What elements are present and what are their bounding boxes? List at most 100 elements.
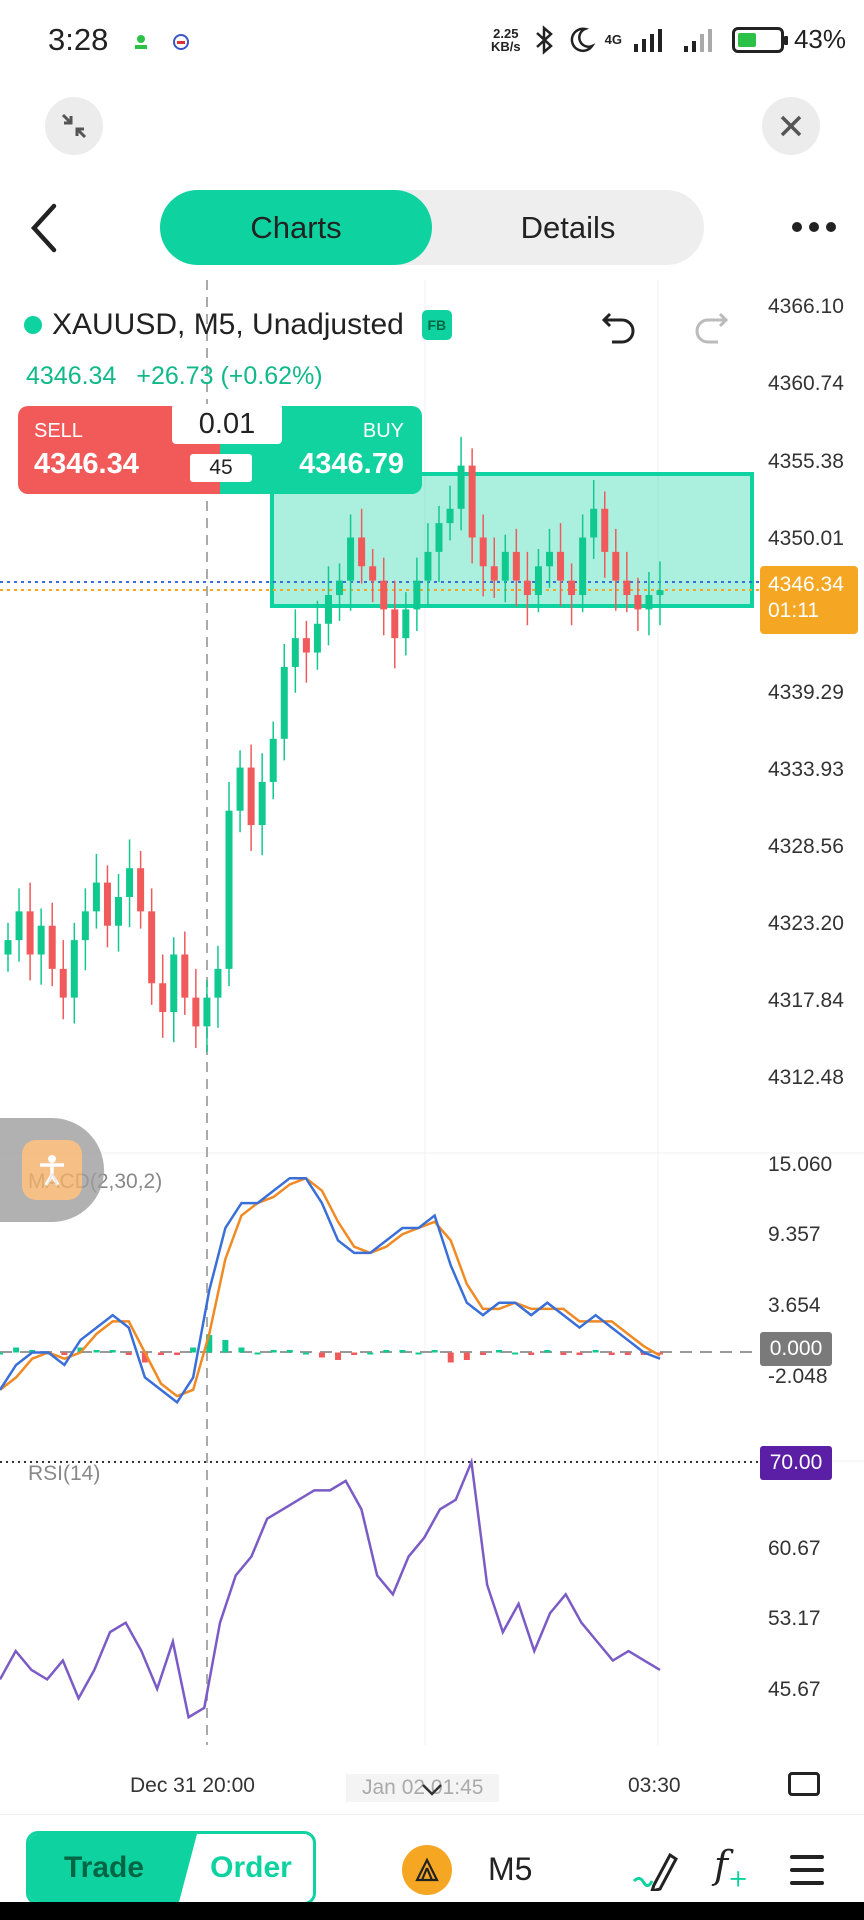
- more-dots-icon[interactable]: [792, 212, 838, 242]
- candle-body: [435, 523, 443, 552]
- fb-badge: FB: [421, 310, 452, 340]
- macd-histogram-bar: [61, 1352, 68, 1356]
- fx-icon[interactable]: f+: [714, 1843, 749, 1893]
- time-axis-label-left: Dec 31 20:00: [130, 1774, 255, 1797]
- macd-histogram-bar: [367, 1352, 374, 1355]
- chart-tabs: Charts Details: [160, 190, 704, 265]
- accessibility-button[interactable]: [0, 1118, 104, 1222]
- chevron-down-icon[interactable]: [420, 1782, 444, 1798]
- candle-body: [103, 882, 111, 926]
- price-chart[interactable]: [0, 280, 864, 1800]
- candle-body: [634, 595, 642, 610]
- candle-body: [656, 590, 664, 596]
- candle-body: [358, 537, 366, 567]
- trade-order-toggle: Trade Order: [26, 1831, 316, 1905]
- candle-body: [225, 810, 233, 969]
- accessibility-icon: [40, 1155, 64, 1186]
- menu-icon[interactable]: [790, 1855, 824, 1885]
- macd-histogram-bar: [174, 1352, 181, 1356]
- price-axis-label: 4317.84: [768, 989, 844, 1012]
- candle-body: [59, 968, 67, 998]
- macd-histogram-bar: [77, 1347, 84, 1353]
- current-price-tag: 4346.34 01:11: [760, 566, 858, 634]
- macd-histogram-bar: [157, 1352, 164, 1356]
- close-button[interactable]: [762, 97, 820, 155]
- macd-histogram-bar: [657, 1352, 663, 1355]
- candle-body: [92, 882, 100, 912]
- order-button[interactable]: Order: [210, 1851, 292, 1884]
- signal-icon: [633, 28, 662, 52]
- lot-size-input[interactable]: 0.01: [172, 404, 282, 444]
- sell-label: SELL: [34, 420, 83, 442]
- candle-body: [181, 954, 189, 998]
- candle-body: [26, 911, 34, 955]
- collapse-button[interactable]: [45, 97, 103, 155]
- candle-body: [15, 911, 23, 941]
- candle-body: [37, 925, 45, 955]
- macd-histogram-bar: [560, 1352, 567, 1356]
- macd-histogram-bar: [592, 1350, 599, 1353]
- candle-body: [313, 623, 321, 653]
- tab-charts[interactable]: Charts: [160, 190, 432, 265]
- macd-histogram-bar: [512, 1352, 519, 1355]
- candle-body: [490, 566, 498, 581]
- notification-icon: [135, 35, 147, 49]
- timeframe-selector[interactable]: M5: [488, 1851, 533, 1887]
- macd-histogram-bar: [463, 1352, 470, 1361]
- macd-histogram-bar: [93, 1350, 100, 1353]
- rsi-level-tag: 70.00: [760, 1446, 832, 1480]
- candle-body: [612, 551, 620, 581]
- candle-body: [457, 465, 465, 509]
- candle-body: [579, 537, 587, 596]
- time-axis-label-right: 03:30: [628, 1774, 681, 1797]
- broker-icon[interactable]: [402, 1845, 452, 1895]
- battery-percent: 43%: [793, 24, 846, 54]
- macd-histogram-bar: [496, 1350, 503, 1353]
- macd-histogram-bar: [141, 1352, 148, 1363]
- symbol-row[interactable]: XAUUSD, M5, Unadjusted FB: [24, 308, 452, 342]
- candle-body: [336, 580, 344, 596]
- symbol-title: XAUUSD, M5, Unadjusted: [52, 308, 404, 341]
- candle-body: [126, 868, 134, 897]
- back-arrow-icon[interactable]: [26, 200, 66, 256]
- macd-histogram-bar: [431, 1350, 438, 1353]
- moon-icon: [570, 27, 595, 52]
- candle-body: [302, 638, 310, 653]
- candle-body: [424, 551, 432, 581]
- buy-price: 4346.79: [299, 448, 404, 480]
- candle-body: [269, 738, 277, 782]
- price-axis-label: 4350.01: [768, 527, 844, 550]
- tab-details[interactable]: Details: [520, 209, 616, 245]
- macd-histogram-bar: [238, 1347, 245, 1353]
- trade-button[interactable]: Trade: [29, 1834, 197, 1902]
- price-axis-label: 4333.93: [768, 758, 844, 781]
- collapse-icon: [61, 113, 87, 139]
- redo-icon[interactable]: [690, 306, 730, 346]
- macd-histogram-bar: [206, 1335, 213, 1353]
- draw-icon[interactable]: [630, 1847, 678, 1891]
- rsi-label[interactable]: RSI(14): [28, 1462, 101, 1485]
- candle-body: [534, 566, 542, 596]
- status-bar: 3:28 2.25 KB/s 4G 43%: [0, 0, 864, 86]
- candle-body: [568, 580, 576, 596]
- rsi-axis-label: 60.67: [768, 1537, 821, 1560]
- candle-body: [369, 566, 377, 581]
- macd-zero-tag: 0.000: [760, 1332, 832, 1366]
- candle-body: [280, 666, 288, 739]
- candle-body: [645, 595, 653, 610]
- macd-signal-line: [0, 1176, 661, 1398]
- fullscreen-icon[interactable]: [788, 1772, 820, 1796]
- candle-body: [291, 638, 299, 667]
- macd-histogram-bar: [528, 1352, 535, 1356]
- candle-body: [512, 551, 520, 581]
- candle-body: [192, 997, 200, 1027]
- candle-body: [170, 954, 178, 1013]
- candle-body: [137, 868, 145, 912]
- macd-histogram-bar: [109, 1350, 116, 1353]
- bluetooth-icon: [535, 24, 553, 55]
- macd-histogram-bar: [13, 1347, 20, 1353]
- undo-icon[interactable]: [600, 306, 640, 346]
- candle-body: [523, 580, 531, 596]
- macd-histogram-bar: [254, 1352, 261, 1355]
- macd-axis-label: -2.048: [768, 1365, 828, 1388]
